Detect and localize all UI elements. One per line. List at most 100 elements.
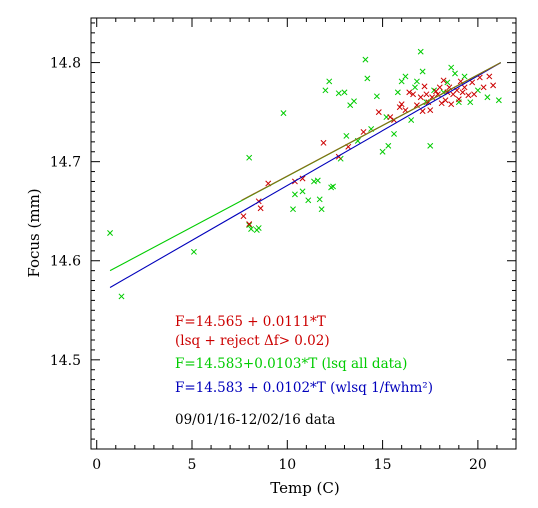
data-point-x-marker: [417, 48, 424, 55]
data-point-x-marker: [410, 91, 417, 98]
fit-line: [241, 62, 502, 201]
data-point-x-marker: [246, 154, 253, 161]
data-point-x-marker: [412, 84, 418, 91]
data-point-x-marker: [257, 205, 264, 212]
x-tick-label: 0: [92, 457, 101, 473]
y-axis-title: Focus (mm): [25, 188, 43, 277]
data-point-x-marker: [299, 175, 306, 182]
data-point-x-marker: [423, 91, 430, 98]
data-point-x-marker: [421, 83, 428, 90]
data-point-x-marker: [486, 73, 493, 80]
data-point-x-marker: [419, 108, 426, 115]
data-point-x-marker: [452, 70, 458, 77]
data-point-x-marker: [320, 139, 327, 146]
y-tick-label: 14.7: [50, 155, 81, 171]
data-point-x-marker: [240, 213, 247, 220]
x-tick-label: 5: [188, 457, 197, 473]
data-point-x-marker: [305, 197, 312, 204]
data-point-x-marker: [398, 101, 405, 108]
data-point-x-marker: [330, 183, 336, 190]
plot-frame: [90, 17, 517, 450]
data-point-x-marker: [351, 98, 357, 105]
data-point-x-marker: [391, 130, 397, 137]
data-marks: [107, 48, 502, 300]
data-point-x-marker: [398, 78, 405, 85]
annotation-red-reject: (lsq + reject Δf> 0.02): [175, 333, 330, 349]
annotation-date-range: 09/01/16-12/02/16 data: [175, 412, 335, 428]
data-point-x-marker: [314, 177, 321, 184]
data-point-x-marker: [427, 142, 434, 149]
data-point-x-marker: [246, 222, 253, 229]
data-point-x-marker: [387, 114, 394, 121]
data-point-x-marker: [246, 221, 253, 228]
data-point-x-marker: [362, 56, 369, 63]
data-point-x-marker: [444, 79, 451, 86]
x-tick-label: 10: [278, 457, 296, 473]
annotation-green-fit: F=14.583+0.0103*T (lsq all data): [175, 356, 407, 372]
data-point-x-marker: [436, 84, 443, 91]
data-point-x-marker: [394, 89, 401, 96]
data-point-x-marker: [107, 230, 114, 236]
data-point-x-marker: [291, 191, 298, 198]
data-point-x-marker: [402, 73, 409, 80]
data-point-x-marker: [343, 132, 350, 139]
data-point-x-marker: [290, 206, 296, 213]
data-point-x-marker: [490, 82, 497, 89]
data-point-x-marker: [461, 84, 468, 91]
y-tick-label: 14.6: [50, 254, 81, 270]
data-point-x-marker: [299, 188, 306, 195]
data-point-x-marker: [190, 248, 197, 255]
data-point-x-marker: [427, 107, 434, 114]
data-point-x-marker: [448, 64, 455, 71]
data-point-x-marker: [322, 87, 329, 94]
data-point-x-marker: [373, 93, 380, 100]
data-point-x-marker: [280, 110, 287, 117]
data-point-x-marker: [438, 100, 445, 107]
data-point-x-marker: [118, 293, 125, 300]
data-point-x-marker: [326, 78, 333, 85]
data-point-x-marker: [467, 99, 474, 106]
x-axis-title: Temp (C): [270, 479, 340, 497]
data-point-x-marker: [335, 90, 342, 97]
data-point-x-marker: [429, 94, 436, 101]
annotation-red-fit: F=14.565 + 0.0111*T: [175, 314, 326, 330]
data-point-x-marker: [495, 97, 502, 104]
data-point-x-marker: [434, 91, 441, 98]
data-point-x-marker: [413, 78, 420, 85]
data-point-x-marker: [461, 73, 468, 80]
y-tick-label: 14.5: [50, 353, 81, 369]
data-point-x-marker: [379, 148, 386, 155]
fit-lines: [109, 62, 502, 288]
data-point-x-marker: [385, 142, 392, 149]
data-point-x-marker: [455, 96, 462, 103]
data-point-x-marker: [396, 104, 403, 111]
data-point-x-marker: [341, 89, 348, 96]
data-point-x-marker: [318, 206, 325, 213]
data-point-x-marker: [408, 117, 415, 124]
data-point-x-marker: [448, 101, 455, 108]
annotation-blue-fit: F=14.583 + 0.0102*T (wlsq 1/fwhm²): [175, 380, 433, 396]
data-point-x-marker: [442, 97, 449, 104]
fit-line: [109, 62, 502, 288]
data-point-x-marker: [480, 84, 487, 91]
data-point-x-marker: [360, 128, 367, 135]
axis-ticks: 0 5 10 15 20 14.5 14.6 14.7 14.8: [50, 18, 517, 473]
data-point-x-marker: [248, 226, 255, 232]
data-point-x-marker: [417, 94, 424, 101]
data-point-x-marker: [440, 77, 447, 84]
data-point-x-marker: [465, 92, 472, 99]
data-point-x-marker: [316, 196, 323, 203]
data-point-x-marker: [255, 225, 262, 232]
x-tick-label: 15: [374, 457, 392, 473]
data-point-x-marker: [459, 89, 466, 96]
data-point-x-marker: [484, 94, 491, 101]
data-point-x-marker: [364, 75, 371, 82]
data-point-x-marker: [406, 89, 413, 96]
data-point-x-marker: [375, 109, 382, 116]
y-tick-label: 14.8: [50, 56, 81, 72]
x-tick-label: 20: [469, 457, 487, 473]
data-point-x-marker: [471, 91, 478, 98]
data-point-x-marker: [419, 68, 426, 75]
